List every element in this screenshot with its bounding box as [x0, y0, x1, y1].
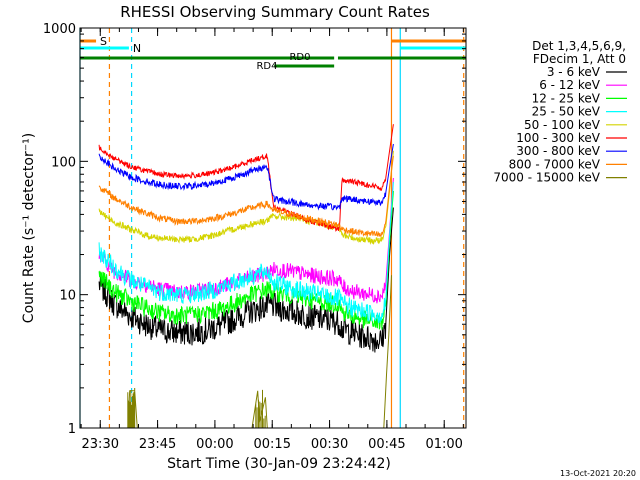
series-line-9: [99, 275, 392, 429]
x-tick-label-4: 00:15: [254, 437, 291, 452]
y-tick-label-3: 100: [51, 155, 76, 170]
y-tick-label-2: 10: [59, 289, 76, 304]
segment-label-s: S: [100, 35, 107, 48]
legend-label-5: 50 - 100 keV: [524, 118, 601, 132]
series-line-7: [98, 143, 394, 211]
chart-title: RHESSI Observing Summary Count Rates: [120, 3, 430, 21]
x-tick-label-5: 00:30: [311, 437, 348, 452]
segment-label-n: N: [133, 42, 141, 55]
y-axis-label: Count Rate (s⁻¹ detector⁻¹): [21, 133, 37, 323]
y-tick-label-1: 1: [68, 422, 76, 437]
legend: Det 1,3,4,5,6,9, FDecim 1, Att 0 3 - 6 k…: [493, 39, 627, 185]
x-tick-label-3: 00:00: [196, 437, 233, 452]
legend-label-9: 7000 - 15000 keV: [493, 171, 600, 185]
legend-label-8: 800 - 7000 keV: [509, 157, 601, 171]
y-axis: 1 10 100 1000: [43, 22, 466, 437]
plot-area: S N RD0 RD4: [79, 28, 466, 429]
x-tick-label-2: 23:45: [139, 437, 176, 452]
series-line-3: [98, 190, 394, 330]
legend-label-2: 6 - 12 keV: [539, 78, 601, 92]
series-line-6: [98, 124, 394, 232]
legend-label-4: 25 - 50 keV: [532, 105, 601, 119]
legend-label-1: 3 - 6 keV: [547, 65, 601, 79]
legend-label-7: 300 - 800 keV: [516, 144, 600, 158]
x-axis-label: Start Time (30-Jan-09 23:24:42): [167, 456, 391, 472]
x-tick-label-1: 23:30: [82, 437, 119, 452]
series-line-8: [98, 155, 394, 238]
legend-label-3: 12 - 25 keV: [532, 91, 601, 105]
series-line-4: [98, 181, 394, 324]
series-line-5: [98, 150, 394, 245]
x-tick-label-7: 01:00: [425, 437, 462, 452]
segment-label-rd4: RD4: [256, 61, 277, 72]
x-tick-label-6: 00:45: [368, 437, 405, 452]
footer-date: 13-Oct-2021 20:20: [560, 469, 636, 478]
x-axis: 23:30 23:45 00:00 00:15 00:30 00:45 01:00: [80, 28, 464, 452]
plot-frame: [79, 27, 467, 429]
y-tick-label-4: 1000: [43, 22, 76, 37]
legend-header-line-2: FDecim 1, Att 0: [533, 52, 626, 66]
legend-header-line-1: Det 1,3,4,5,6,9,: [532, 39, 626, 53]
segment-label-rd0: RD0: [289, 52, 310, 63]
legend-label-6: 100 - 300 keV: [516, 131, 600, 145]
